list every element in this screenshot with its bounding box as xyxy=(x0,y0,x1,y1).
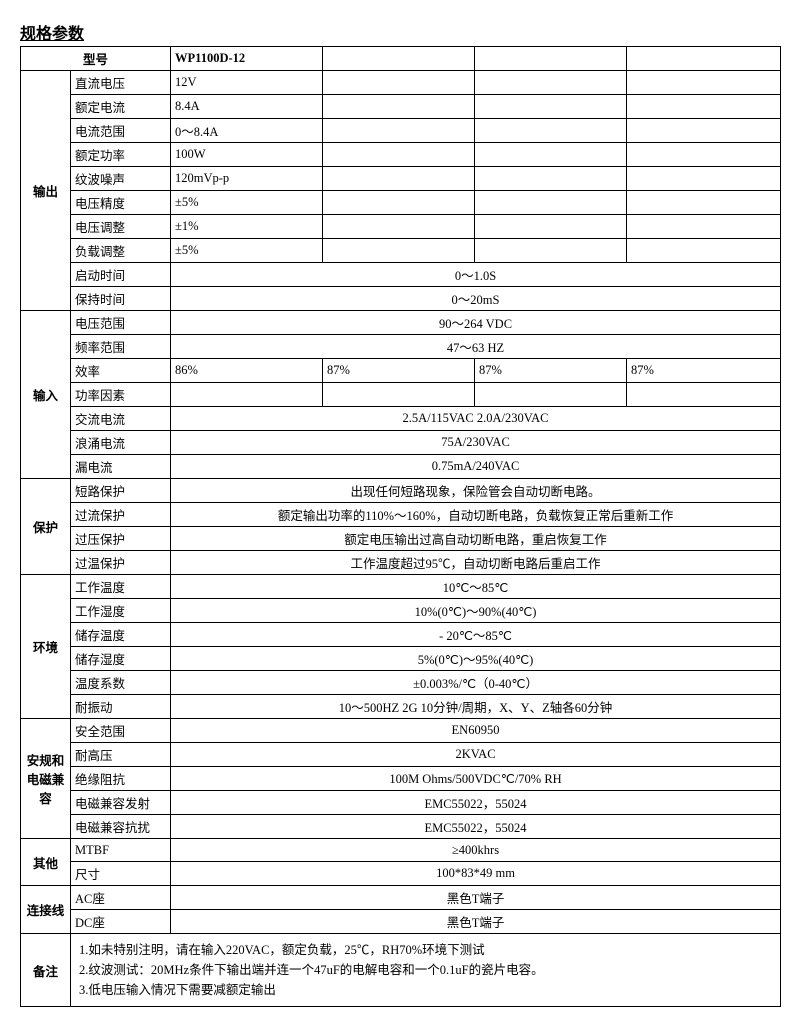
table-row: 备注 1.如未特别注明，请在输入220VAC，额定负载，25℃，RH70%环境下… xyxy=(21,934,781,1007)
model-value: WP1100D-12 xyxy=(171,47,323,71)
cat-env: 环境 xyxy=(21,575,71,719)
table-row: 电磁兼容抗扰EMC55022，55024 xyxy=(21,815,781,839)
model-label: 型号 xyxy=(21,47,171,71)
table-row: 绝缘阻抗100M Ohms/500VDC℃/70% RH xyxy=(21,767,781,791)
table-row: 电流范围0～8.4A xyxy=(21,119,781,143)
spec-table: 型号 WP1100D-12 输出 直流电压 12V 额定电流8.4A 电流范围0… xyxy=(20,46,781,1007)
cat-protect: 保护 xyxy=(21,479,71,575)
table-row: 其他 MTBF≥400khrs xyxy=(21,839,781,862)
table-row: 输入 电压范围90～264 VDC xyxy=(21,311,781,335)
table-row: 纹波噪声120mVp-p xyxy=(21,167,781,191)
table-row: 频率范围47～63 HZ xyxy=(21,335,781,359)
table-row: 储存湿度5%(0℃)～95%(40℃) xyxy=(21,647,781,671)
note-2: 2.纹波测试：20MHz条件下输出端并连一个47uF的电解电容和一个0.1uF的… xyxy=(79,960,772,980)
table-row: 储存温度- 20℃～85℃ xyxy=(21,623,781,647)
cat-other: 其他 xyxy=(21,839,71,886)
table-row: 温度系数±0.003%/℃（0-40℃） xyxy=(21,671,781,695)
cat-notes: 备注 xyxy=(21,934,71,1007)
row-value: 12V xyxy=(171,71,323,95)
cat-output: 输出 xyxy=(21,71,71,311)
cat-conn: 连接线 xyxy=(21,886,71,934)
table-row: 耐高压2KVAC xyxy=(21,743,781,767)
table-row: 交流电流2.5A/115VAC 2.0A/230VAC xyxy=(21,407,781,431)
cat-safety: 安规和电磁兼容 xyxy=(21,719,71,839)
table-row: DC座黑色T端子 xyxy=(21,910,781,934)
notes-cell: 1.如未特别注明，请在输入220VAC，额定负载，25℃，RH70%环境下测试 … xyxy=(71,934,781,1007)
table-row: 过压保护额定电压输出过高自动切断电路，重启恢复工作 xyxy=(21,527,781,551)
page-title: 规格参数 xyxy=(20,20,780,44)
table-row: 工作湿度10%(0℃)～90%(40℃) xyxy=(21,599,781,623)
table-row: 负载调整±5% xyxy=(21,239,781,263)
table-row: 安规和电磁兼容 安全范围EN60950 xyxy=(21,719,781,743)
table-row: 启动时间0～1.0S xyxy=(21,263,781,287)
table-row: 型号 WP1100D-12 xyxy=(21,47,781,71)
table-row: 漏电流0.75mA/240VAC xyxy=(21,455,781,479)
row-label: 直流电压 xyxy=(71,71,171,95)
table-row: 电压调整±1% xyxy=(21,215,781,239)
table-row: 功率因素 xyxy=(21,383,781,407)
table-row: 浪涌电流75A/230VAC xyxy=(21,431,781,455)
table-row: 效率 86% 87% 87% 87% xyxy=(21,359,781,383)
table-row: 电压精度±5% xyxy=(21,191,781,215)
table-row: 额定功率100W xyxy=(21,143,781,167)
table-row: 保护 短路保护出现任何短路现象，保险管会自动切断电路。 xyxy=(21,479,781,503)
table-row: 输出 直流电压 12V xyxy=(21,71,781,95)
table-row: 连接线 AC座黑色T端子 xyxy=(21,886,781,910)
table-row: 电磁兼容发射EMC55022，55024 xyxy=(21,791,781,815)
note-3: 3.低电压输入情况下需要减额定输出 xyxy=(79,980,772,1000)
cat-input: 输入 xyxy=(21,311,71,479)
table-row: 尺寸100*83*49 mm xyxy=(21,862,781,886)
table-row: 过流保护额定输出功率的110%～160%，自动切断电路，负载恢复正常后重新工作 xyxy=(21,503,781,527)
table-row: 保持时间0～20mS xyxy=(21,287,781,311)
table-row: 环境 工作温度10℃～85℃ xyxy=(21,575,781,599)
table-row: 耐振动10～500HZ 2G 10分钟/周期，X、Y、Z轴各60分钟 xyxy=(21,695,781,719)
note-1: 1.如未特别注明，请在输入220VAC，额定负载，25℃，RH70%环境下测试 xyxy=(79,940,772,960)
table-row: 额定电流8.4A xyxy=(21,95,781,119)
table-row: 过温保护工作温度超过95℃，自动切断电路后重启工作 xyxy=(21,551,781,575)
